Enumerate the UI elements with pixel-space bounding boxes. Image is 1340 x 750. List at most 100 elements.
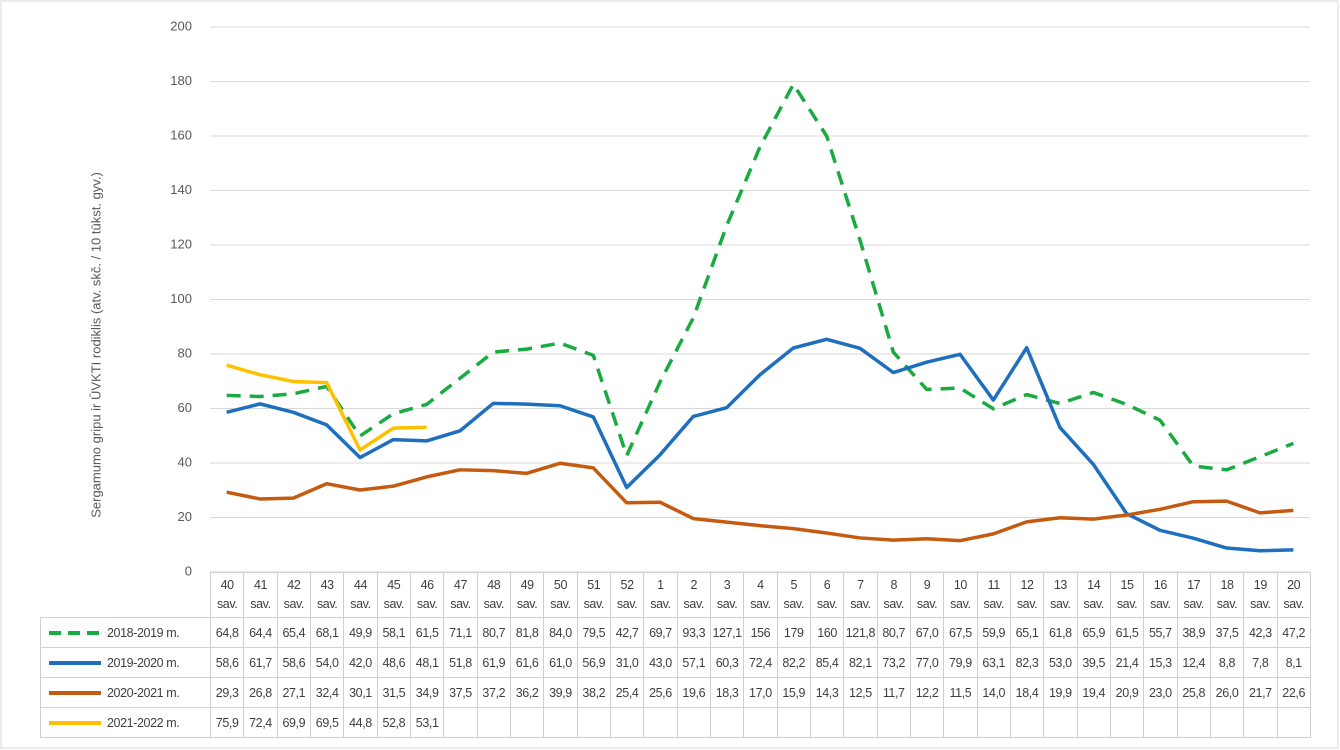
value-cell: 63,1 [976, 647, 1011, 678]
value-cell [643, 707, 678, 738]
value-cell: 42,0 [343, 647, 378, 678]
value-cell [443, 707, 478, 738]
value-cell: 61,8 [1043, 617, 1078, 648]
value-cell: 48,1 [409, 647, 445, 678]
value-cell: 8,1 [1276, 647, 1311, 678]
series-line [226, 363, 427, 452]
value-cell: 37,5 [1209, 617, 1245, 648]
value-cell: 22,6 [1276, 677, 1311, 708]
value-cell: 31,0 [609, 647, 645, 678]
value-cell: 19,6 [676, 677, 711, 708]
category-cell: 52 sav. [609, 572, 645, 618]
value-cell: 52,8 [376, 707, 411, 738]
value-cell: 39,5 [1076, 647, 1111, 678]
value-cell: 37,2 [476, 677, 511, 708]
value-cell: 121,8 [843, 617, 878, 648]
value-cell [909, 707, 945, 738]
value-cell: 179 [776, 617, 811, 648]
series-line [226, 82, 1294, 472]
value-cell: 15,3 [1143, 647, 1178, 678]
value-cell: 80,7 [876, 617, 911, 648]
value-cell [1076, 707, 1111, 738]
value-cell: 72,4 [243, 707, 278, 738]
value-cell: 73,2 [876, 647, 911, 678]
value-cell: 18,3 [709, 677, 745, 708]
value-cell: 12,5 [843, 677, 878, 708]
value-cell: 69,7 [643, 617, 678, 648]
category-cell: 12 sav. [1009, 572, 1045, 618]
value-cell [1176, 707, 1211, 738]
category-cell: 20 sav. [1276, 572, 1311, 618]
value-cell: 11,7 [876, 677, 911, 708]
category-cell: 45 sav. [376, 572, 411, 618]
category-cell: 5 sav. [776, 572, 811, 618]
y-tick-label: 200 [170, 18, 192, 33]
value-cell [1209, 707, 1245, 738]
category-cell: 1 sav. [643, 572, 678, 618]
category-cell: 9 sav. [909, 572, 945, 618]
category-cell: 43 sav. [309, 572, 345, 618]
category-cell: 2 sav. [676, 572, 711, 618]
value-cell [543, 707, 578, 738]
value-cell: 14,3 [809, 677, 845, 708]
category-cell: 40 sav. [209, 572, 245, 618]
series-row: 2019-2020 m. 58,6 61,7 58,6 54,0 42,0 48,6 48,1… [40, 647, 1311, 678]
legend-label: 2020-2021 m. [107, 685, 180, 700]
series-line [226, 461, 1294, 543]
value-cell [509, 707, 545, 738]
category-cell: 16 sav. [1143, 572, 1178, 618]
category-cell: 10 sav. [943, 572, 978, 618]
y-tick-label: 80 [178, 345, 192, 360]
value-cell: 71,1 [443, 617, 478, 648]
value-cell [576, 707, 611, 738]
value-cell: 20,9 [1109, 677, 1145, 708]
value-cell: 42,3 [1243, 617, 1278, 648]
value-cell: 57,1 [676, 647, 711, 678]
value-cell: 48,6 [376, 647, 411, 678]
value-cell [976, 707, 1011, 738]
value-cell: 61,5 [1109, 617, 1145, 648]
value-cell: 68,1 [309, 617, 345, 648]
value-cell: 61,6 [509, 647, 545, 678]
category-cell: 15 sav. [1109, 572, 1145, 618]
value-cell: 54,0 [309, 647, 345, 678]
value-cell: 23,0 [1143, 677, 1178, 708]
category-cell: 14 sav. [1076, 572, 1111, 618]
category-cell: 44 sav. [343, 572, 378, 618]
value-cell: 81,8 [509, 617, 545, 648]
value-cell: 61,9 [476, 647, 511, 678]
legend-key [49, 721, 101, 726]
value-cell: 79,9 [943, 647, 978, 678]
value-cell: 85,4 [809, 647, 845, 678]
value-cell: 17,0 [743, 677, 778, 708]
value-cell [843, 707, 878, 738]
blank-cell [40, 572, 211, 618]
value-cell: 38,2 [576, 677, 611, 708]
legend-cell: 2021-2022 m. [40, 707, 211, 738]
value-cell: 61,7 [243, 647, 278, 678]
legend-cell: 2019-2020 m. [40, 647, 211, 678]
y-tick-label: 20 [178, 509, 192, 524]
value-cell: 39,9 [543, 677, 578, 708]
value-cell: 59,9 [976, 617, 1011, 648]
value-cell: 61,0 [543, 647, 578, 678]
value-cell: 18,4 [1009, 677, 1045, 708]
value-cell: 32,4 [309, 677, 345, 708]
category-cell: 47 sav. [443, 572, 478, 618]
value-cell: 72,4 [743, 647, 778, 678]
value-cell: 64,8 [209, 617, 245, 648]
value-cell: 12,4 [1176, 647, 1211, 678]
series-row: 2021-2022 m. 75,9 72,4 69,9 69,5 44,8 52,8 53,1 [40, 707, 1311, 738]
legend-label: 2019-2020 m. [107, 655, 180, 670]
category-cell: 49 sav. [509, 572, 545, 618]
value-cell [776, 707, 811, 738]
value-cell [809, 707, 845, 738]
value-cell [1109, 707, 1145, 738]
value-cell: 12,2 [909, 677, 945, 708]
value-cell: 25,4 [609, 677, 645, 708]
value-cell: 42,7 [609, 617, 645, 648]
value-cell: 80,7 [476, 617, 511, 648]
value-cell: 8,8 [1209, 647, 1245, 678]
